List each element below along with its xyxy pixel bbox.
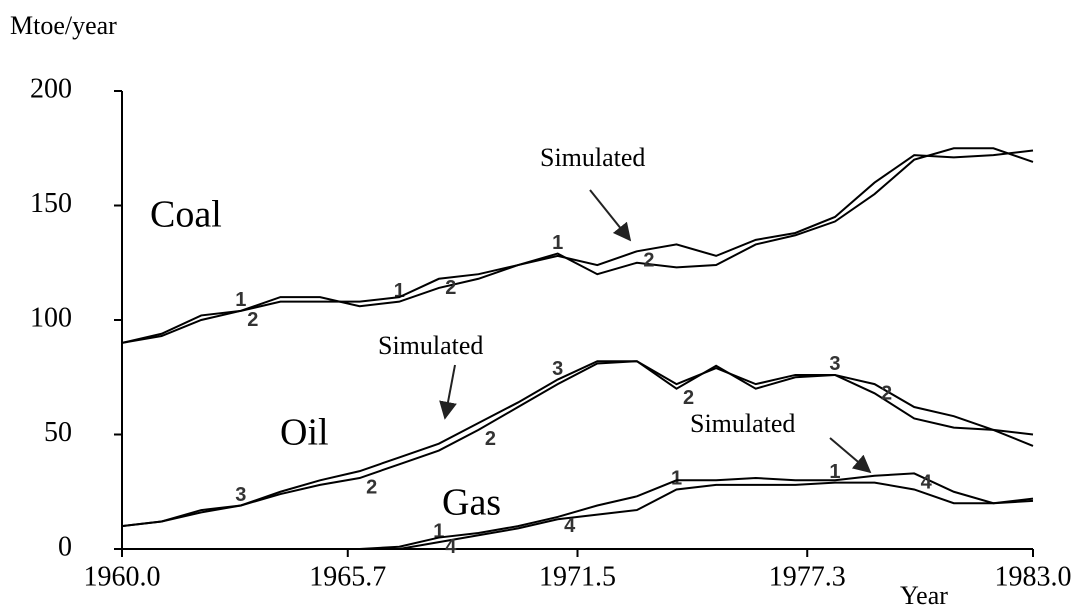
x-axis-label: Year	[900, 581, 948, 610]
y-axis-label: Mtoe/year	[10, 11, 117, 40]
series-marker: 4	[445, 536, 457, 558]
series-marker: 2	[881, 382, 892, 404]
annotation: Coal	[150, 194, 222, 236]
series-marker: 3	[235, 484, 246, 506]
series-marker: 1	[552, 232, 563, 254]
series-line	[240, 472, 1034, 550]
series-marker: 1	[829, 461, 840, 483]
arrow	[439, 364, 457, 420]
series-line	[240, 481, 1034, 550]
series-line	[121, 360, 1034, 528]
x-tick-label: 1977.3	[769, 561, 846, 592]
annotation: Simulated	[540, 143, 645, 172]
series-marker: 3	[829, 353, 840, 375]
series-marker: 2	[445, 277, 456, 299]
y-tick-label: 150	[30, 188, 72, 219]
x-tick-label: 1971.5	[539, 561, 616, 592]
y-tick-label: 200	[30, 73, 72, 104]
series-marker: 2	[366, 476, 377, 498]
series-marker: 1	[394, 280, 405, 302]
x-tick-label: 1983.0	[995, 561, 1072, 592]
arrow	[589, 189, 632, 242]
series-marker: 4	[921, 472, 933, 494]
x-tick-label: 1960.0	[84, 561, 161, 592]
series-marker: 2	[683, 387, 694, 409]
annotation: Simulated	[690, 409, 795, 438]
series-marker: 2	[485, 428, 496, 450]
series-marker: 2	[643, 250, 654, 272]
series-line	[121, 149, 1034, 344]
series-marker: 3	[552, 358, 563, 380]
y-tick-label: 100	[30, 302, 72, 333]
arrow	[829, 437, 872, 474]
annotation: Gas	[442, 482, 501, 524]
series-marker: 1	[433, 520, 444, 542]
series-marker: 1	[671, 468, 682, 490]
series-line	[121, 147, 1034, 344]
series-marker: 1	[235, 289, 246, 311]
x-tick-label: 1965.7	[309, 561, 386, 592]
annotation: Simulated	[378, 331, 483, 360]
annotation: Oil	[280, 412, 329, 454]
series-line	[121, 360, 1034, 528]
y-tick-label: 50	[44, 417, 72, 448]
y-tick-label: 0	[58, 531, 72, 562]
series-marker: 2	[247, 309, 258, 331]
series-marker: 4	[564, 515, 576, 537]
